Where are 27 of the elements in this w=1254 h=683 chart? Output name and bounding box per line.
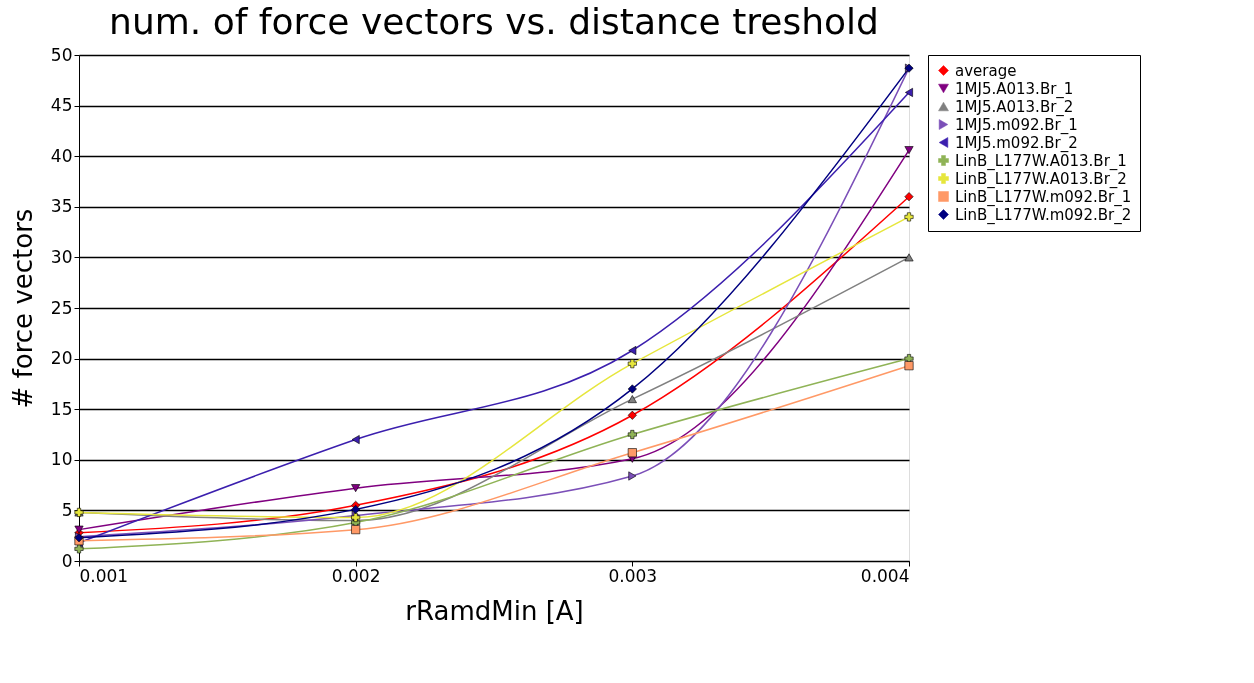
legend-label: LinB_L177W.m092.Br_1 bbox=[955, 187, 1132, 207]
y-tick-label: 0 bbox=[61, 550, 73, 571]
x-tick-label: 0.004 bbox=[860, 565, 910, 586]
x-tick-label: 0.002 bbox=[331, 565, 381, 586]
x-axis-title: rRamdMin [A] bbox=[405, 595, 584, 626]
y-tick-label: 5 bbox=[61, 499, 73, 520]
y-tick-label: 35 bbox=[50, 196, 73, 217]
legend-label: 1MJ5.m092.Br_1 bbox=[955, 115, 1078, 135]
y-tick-label: 15 bbox=[50, 398, 73, 419]
x-tick-label: 0.003 bbox=[608, 565, 658, 586]
legend-label: 1MJ5.m092.Br_2 bbox=[955, 133, 1078, 153]
y-tick-label: 50 bbox=[50, 44, 73, 65]
legend-label: LinB_L177W.A013.Br_2 bbox=[955, 169, 1127, 189]
legend-label: 1MJ5.A013.Br_2 bbox=[955, 97, 1074, 117]
y-tick-label: 25 bbox=[50, 297, 73, 318]
legend-label: 1MJ5.A013.Br_1 bbox=[955, 79, 1074, 99]
legend-label: average bbox=[955, 61, 1017, 80]
legend-label: LinB_L177W.A013.Br_1 bbox=[955, 151, 1127, 171]
x-tick-label: 0.001 bbox=[79, 565, 129, 586]
y-tick-label: 45 bbox=[50, 95, 73, 116]
y-tick-label: 10 bbox=[50, 449, 73, 470]
y-axis-title: # force vectors bbox=[7, 208, 38, 409]
y-tick-label: 20 bbox=[50, 348, 73, 369]
chart-title: num. of force vectors vs. distance treshold bbox=[109, 1, 879, 42]
legend-label: LinB_L177W.m092.Br_2 bbox=[955, 205, 1132, 225]
y-tick-label: 30 bbox=[50, 246, 73, 267]
y-tick-label: 40 bbox=[50, 145, 73, 166]
